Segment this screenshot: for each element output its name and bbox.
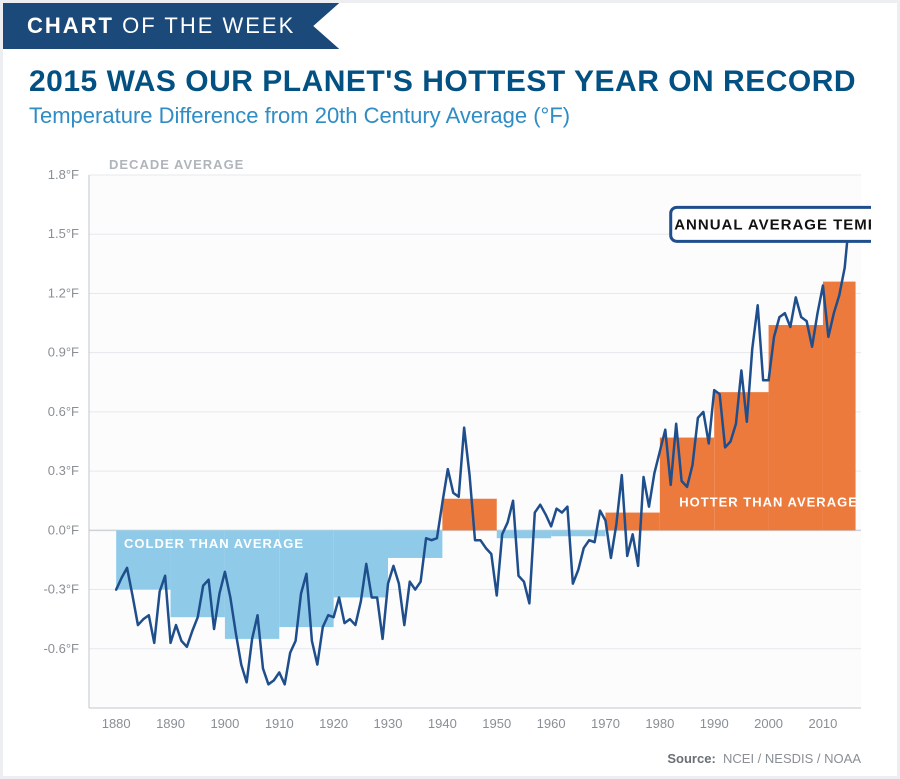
- y-tick-label: -0.3°F: [43, 582, 79, 597]
- y-tick-label: 0.6°F: [48, 404, 79, 419]
- x-tick-label: 2010: [808, 716, 837, 731]
- x-tick-label: 1910: [265, 716, 294, 731]
- x-tick-label: 1920: [319, 716, 348, 731]
- x-tick-label: 1960: [537, 716, 566, 731]
- decade-avg-label: DECADE AVERAGE: [109, 157, 244, 172]
- y-tick-label: 1.2°F: [48, 285, 79, 300]
- x-tick-label: 1880: [102, 716, 131, 731]
- chart-area: -0.6°F -0.3°F 0.0°F 0.3°F 0.6°F 0.9°F 1.2°F 1.5…: [29, 153, 871, 738]
- x-tick-label: 1940: [428, 716, 457, 731]
- x-tick-label: 1970: [591, 716, 620, 731]
- annotation-text: ANNUAL AVERAGE TEMPERATURE: [674, 216, 871, 233]
- decade-bar: [388, 530, 442, 558]
- x-tick-label: 2000: [754, 716, 783, 731]
- decade-bar: [823, 282, 856, 531]
- source-text: NCEI / NESDIS / NOAA: [723, 751, 861, 766]
- ribbon-bold: CHART: [27, 13, 114, 38]
- title-block: 2015 WAS OUR PLANET'S HOTTEST YEAR ON RE…: [29, 65, 871, 129]
- ribbon-rest: OF THE WEEK: [114, 13, 295, 38]
- decade-bar: [442, 499, 496, 531]
- y-tick-label: 1.5°F: [48, 226, 79, 241]
- x-tick-label: 1950: [482, 716, 511, 731]
- y-tick-label: 0.9°F: [48, 345, 79, 360]
- y-tick-label: -0.6°F: [43, 641, 79, 656]
- x-tick-label: 1980: [645, 716, 674, 731]
- x-tick-label: 1900: [210, 716, 239, 731]
- chart-svg: -0.6°F -0.3°F 0.0°F 0.3°F 0.6°F 0.9°F 1.2°F 1.5…: [29, 153, 871, 738]
- cold-region-label: COLDER THAN AVERAGE: [124, 536, 304, 551]
- y-tick-label: 1.8°F: [48, 167, 79, 182]
- chart-title: 2015 WAS OUR PLANET'S HOTTEST YEAR ON RE…: [29, 65, 871, 99]
- decade-bar: [605, 513, 659, 531]
- source-line: Source: NCEI / NESDIS / NOAA: [667, 751, 861, 766]
- x-tick-label: 1990: [700, 716, 729, 731]
- ribbon-banner: CHART OF THE WEEK: [3, 3, 339, 49]
- x-tick-label: 1930: [374, 716, 403, 731]
- x-tick-label: 1890: [156, 716, 185, 731]
- decade-bar: [497, 530, 551, 538]
- source-prefix: Source:: [667, 751, 715, 766]
- y-tick-label: 0.0°F: [48, 522, 79, 537]
- chart-subtitle: Temperature Difference from 20th Century…: [29, 103, 871, 129]
- decade-bar: [334, 530, 388, 597]
- y-tick-label: 0.3°F: [48, 463, 79, 478]
- hot-region-label: HOTTER THAN AVERAGE: [679, 495, 858, 510]
